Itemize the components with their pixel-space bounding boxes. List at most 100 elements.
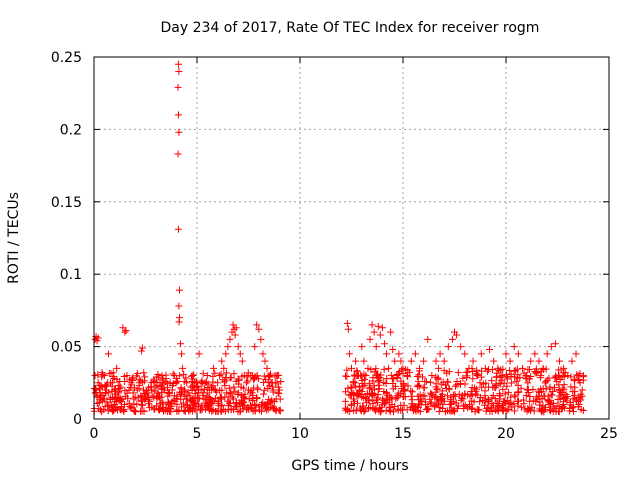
data-point xyxy=(547,407,555,415)
data-point xyxy=(259,399,267,407)
data-point xyxy=(353,367,361,375)
data-point xyxy=(468,397,476,405)
data-point xyxy=(94,334,102,342)
data-point xyxy=(488,377,496,385)
data-point xyxy=(174,150,182,158)
data-point xyxy=(110,406,118,414)
data-point xyxy=(261,357,269,365)
data-point xyxy=(93,337,101,345)
data-point xyxy=(356,404,364,412)
data-point xyxy=(358,343,366,351)
data-point xyxy=(370,386,378,394)
data-point xyxy=(148,386,156,394)
data-point xyxy=(207,383,215,391)
data-point xyxy=(378,324,386,332)
data-point xyxy=(182,374,190,382)
data-point xyxy=(242,379,250,387)
data-point xyxy=(202,403,210,411)
x-tick-label: 0 xyxy=(90,426,99,442)
data-point xyxy=(547,343,555,351)
data-point xyxy=(94,379,102,387)
x-axis-label: GPS time / hours xyxy=(291,458,408,474)
data-point xyxy=(158,403,166,411)
data-point xyxy=(269,386,277,394)
data-point xyxy=(154,389,162,397)
data-point xyxy=(117,397,125,405)
data-point xyxy=(217,393,225,401)
data-point xyxy=(124,394,132,402)
data-point xyxy=(133,386,141,394)
data-point xyxy=(260,390,268,398)
data-point xyxy=(183,379,191,387)
data-point xyxy=(392,395,400,403)
data-point xyxy=(445,368,453,376)
data-point xyxy=(209,382,217,390)
data-point xyxy=(403,372,411,380)
data-point xyxy=(271,405,279,413)
y-tick-label: 0 xyxy=(73,412,82,428)
data-point xyxy=(555,372,563,380)
data-point xyxy=(499,406,507,414)
data-point xyxy=(276,406,284,414)
data-point xyxy=(234,375,242,383)
data-point xyxy=(102,386,110,394)
data-point xyxy=(501,397,509,405)
data-point xyxy=(489,392,497,400)
data-point xyxy=(187,404,195,412)
data-point xyxy=(549,387,557,395)
data-point xyxy=(251,400,259,408)
data-point xyxy=(422,406,430,414)
data-point xyxy=(445,407,453,415)
data-point xyxy=(222,369,230,377)
data-point xyxy=(120,400,128,408)
data-point xyxy=(559,401,567,409)
plot-frame xyxy=(93,56,610,420)
data-point xyxy=(350,407,358,415)
data-point xyxy=(217,370,225,378)
data-point xyxy=(475,406,483,414)
data-point xyxy=(407,404,415,412)
data-point xyxy=(343,319,351,327)
data-point xyxy=(250,376,258,384)
data-point xyxy=(267,398,275,406)
data-point xyxy=(395,350,403,358)
data-point xyxy=(499,385,507,393)
data-point xyxy=(238,357,246,365)
data-point xyxy=(175,286,183,294)
data-point xyxy=(397,390,405,398)
data-point xyxy=(472,370,480,378)
data-point xyxy=(341,372,349,380)
data-point xyxy=(468,404,476,412)
data-point xyxy=(236,350,244,358)
data-point xyxy=(470,384,478,392)
data-point xyxy=(526,405,534,413)
data-point xyxy=(419,373,427,381)
data-point xyxy=(527,407,535,415)
x-tick-label: 5 xyxy=(193,426,202,442)
data-point xyxy=(542,377,550,385)
data-point xyxy=(440,357,448,365)
data-point xyxy=(150,393,158,401)
data-point xyxy=(371,405,379,413)
data-point xyxy=(551,340,559,348)
data-point xyxy=(544,397,552,405)
data-point xyxy=(127,404,135,412)
data-point xyxy=(502,350,510,358)
data-point xyxy=(380,388,388,396)
data-point xyxy=(119,406,127,414)
data-point xyxy=(200,395,208,403)
data-point xyxy=(507,379,515,387)
data-point xyxy=(453,381,461,389)
data-point xyxy=(535,357,543,365)
data-point xyxy=(265,382,273,390)
data-point xyxy=(440,397,448,405)
data-point xyxy=(517,384,525,392)
data-point xyxy=(368,391,376,399)
data-point xyxy=(122,327,130,335)
data-point xyxy=(234,408,242,416)
data-point xyxy=(539,385,547,393)
data-point xyxy=(522,391,530,399)
data-point xyxy=(367,366,375,374)
data-point xyxy=(366,335,374,343)
data-point xyxy=(237,383,245,391)
